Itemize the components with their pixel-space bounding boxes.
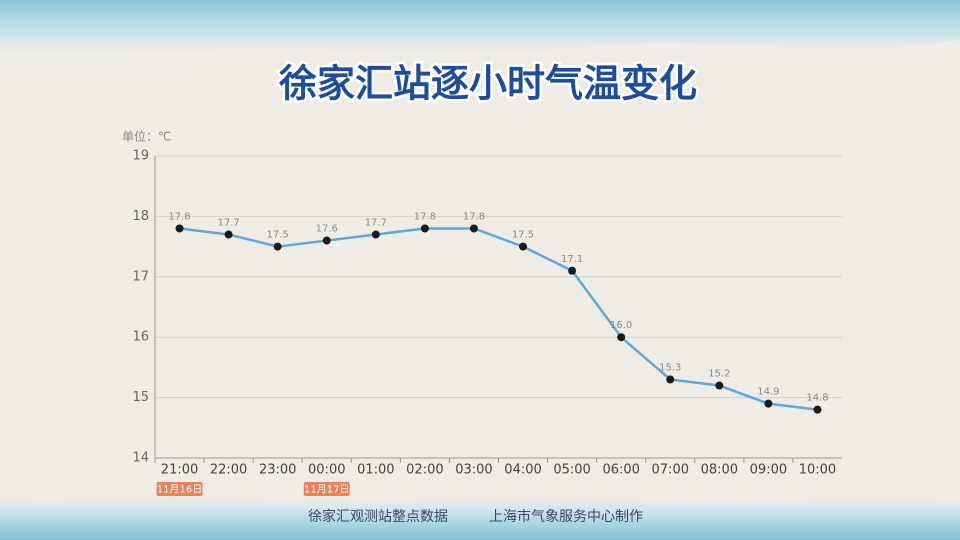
date-badge [303, 482, 350, 496]
marker [764, 399, 773, 408]
x-tick-label: 08:00 [701, 463, 738, 478]
marker [273, 242, 282, 251]
top-wash [0, 0, 960, 60]
value-label: 17.8 [414, 211, 436, 222]
footer-text: 上海市气象服务中心制作 [489, 508, 643, 525]
marker [175, 224, 184, 233]
bottom-wash [0, 490, 960, 540]
y-tick-label: 14 [132, 451, 149, 466]
marker [715, 381, 724, 390]
x-tick-label: 00:00 [308, 463, 345, 478]
marker [813, 405, 822, 414]
footer-text: 徐家汇观测站整点数据 [308, 508, 448, 525]
x-tick-label: 22:00 [210, 463, 247, 478]
value-label: 16.0 [610, 320, 632, 331]
value-label: 17.8 [168, 211, 190, 222]
x-tick-label: 01:00 [357, 463, 394, 478]
marker [469, 224, 478, 233]
value-label: 17.1 [561, 254, 583, 265]
marker [666, 375, 675, 384]
date-badge [156, 482, 203, 496]
chart-title: 徐家汇站逐小时气温变化 [278, 62, 697, 106]
marker [519, 242, 528, 251]
marker [568, 266, 577, 275]
x-tick-label: 04:00 [504, 463, 541, 478]
x-tick-label: 10:00 [799, 463, 836, 478]
value-label: 17.8 [463, 211, 485, 222]
x-tick-label: 07:00 [652, 463, 689, 478]
y-tick-label: 19 [132, 149, 149, 164]
x-tick-label: 23:00 [259, 463, 296, 478]
value-label: 14.9 [757, 387, 779, 398]
value-label: 15.2 [708, 369, 730, 380]
marker [224, 230, 233, 239]
x-tick-label: 09:00 [750, 463, 787, 478]
marker [420, 224, 429, 233]
value-label: 14.8 [806, 393, 828, 404]
marker [322, 236, 331, 245]
y-tick-label: 18 [132, 209, 149, 224]
value-label: 17.6 [316, 224, 338, 235]
unit-label: 单位：℃ [122, 129, 171, 144]
x-tick-label: 03:00 [455, 463, 492, 478]
x-tick-label: 05:00 [553, 463, 590, 478]
x-tick-label: 21:00 [161, 463, 198, 478]
value-label: 17.5 [512, 230, 534, 241]
line [179, 227, 818, 411]
x-tick-label: 06:00 [602, 463, 639, 478]
value-label: 17.5 [267, 230, 289, 241]
marker [371, 230, 380, 239]
marker [617, 333, 626, 342]
value-label: 15.3 [659, 362, 681, 373]
y-tick-label: 16 [132, 330, 149, 345]
value-label: 17.7 [365, 218, 387, 229]
date-label: 11月17日 [304, 484, 349, 496]
value-label: 17.7 [217, 218, 239, 229]
date-label: 11月16日 [157, 484, 202, 496]
y-tick-label: 17 [132, 269, 149, 284]
y-tick-label: 15 [132, 390, 149, 405]
x-tick-label: 02:00 [406, 463, 443, 478]
